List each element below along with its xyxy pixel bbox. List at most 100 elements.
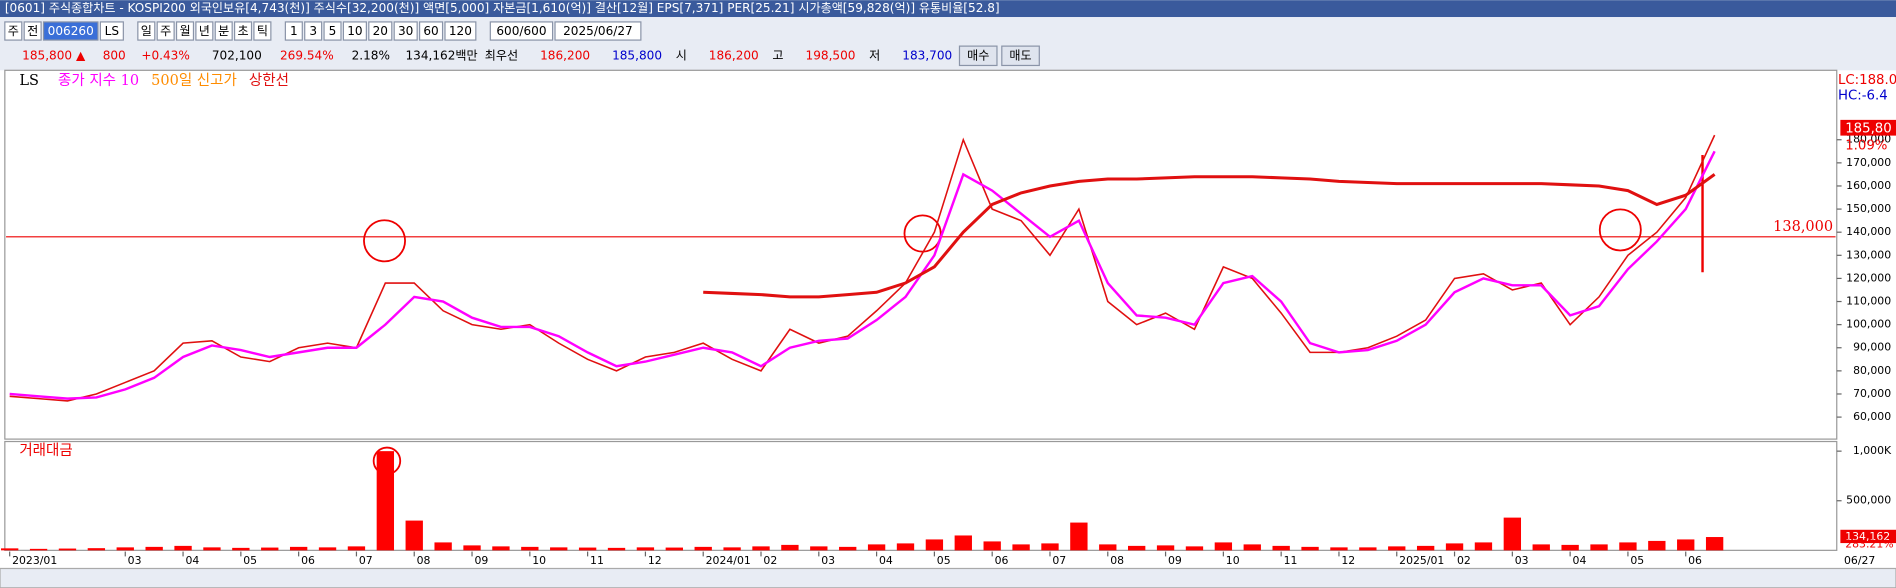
volume-bar: [145, 546, 163, 551]
volume-bar: [752, 546, 770, 551]
toolbar-button[interactable]: [233, 21, 253, 41]
y-tick-label: 80,000: [1853, 364, 1891, 377]
volume-bar: [1330, 547, 1348, 551]
toolbar-button[interactable]: [284, 21, 303, 41]
volume-bar: [839, 546, 857, 551]
toolbar-button[interactable]: [489, 21, 554, 41]
quote-value: 134,162백만: [405, 48, 477, 62]
x-tick-label: 03: [128, 554, 142, 567]
x-tick-label: 09: [1168, 554, 1182, 567]
y-tick-label: 160,000: [1846, 179, 1891, 192]
volume-bar: [1503, 517, 1522, 551]
x-tick-label: 10: [532, 554, 546, 567]
quote-value: 183,700: [902, 48, 952, 62]
order-button-label[interactable]: 매도: [1009, 48, 1031, 62]
volume-bar: [1272, 545, 1290, 551]
x-tick-label: 09: [474, 554, 488, 567]
price-label: 185,80: [1845, 121, 1892, 136]
volume-bar: [1677, 539, 1695, 551]
toolbar-button[interactable]: [368, 21, 393, 41]
toolbar-button[interactable]: [554, 21, 642, 41]
x-tick-label: 05: [1630, 554, 1644, 567]
volume-bar: [954, 535, 972, 551]
volume-bar: [1474, 542, 1493, 551]
volume-bar: [896, 543, 915, 551]
toolbar-button[interactable]: [99, 21, 124, 41]
y-tick-label: 100,000: [1846, 318, 1891, 331]
reference-label: 138,000: [1773, 219, 1833, 235]
x-tick-label: 12: [1341, 554, 1355, 567]
volume-bar: [1445, 543, 1464, 551]
toolbar-area: [0, 17, 1896, 71]
volume-bar: [550, 547, 568, 551]
x-tick-label: 02: [1457, 554, 1471, 567]
volume-bar: [463, 545, 481, 551]
legend-label: 상한선: [249, 72, 289, 89]
series-line: [9, 134, 1716, 402]
volume-bar: [347, 546, 366, 551]
toolbar-label: 60: [423, 24, 438, 38]
quote-value: 저: [869, 48, 880, 62]
x-tick-label: 2024/01: [706, 554, 751, 567]
x-tick-label: 02: [763, 554, 777, 567]
toolbar-button[interactable]: [444, 21, 477, 41]
toolbar-label: 120: [449, 24, 472, 38]
toolbar-button[interactable]: [137, 21, 156, 41]
x-end-label: 06/27: [1844, 554, 1875, 567]
toolbar-label: 전: [27, 24, 38, 38]
legend-label: 500일 신고가: [151, 72, 237, 89]
volume-bar: [1156, 545, 1175, 551]
toolbar-label: 월: [179, 24, 190, 38]
toolbar-label: 주: [8, 24, 19, 38]
toolbar-button[interactable]: [23, 21, 42, 41]
volume-bar: [1099, 544, 1117, 551]
scrollbar[interactable]: [0, 567, 1896, 588]
x-tick-label: 03: [821, 554, 835, 567]
y-tick-label: 180,000: [1846, 133, 1891, 146]
volume-bar: [405, 520, 423, 551]
toolbar-button[interactable]: [323, 21, 342, 41]
order-button-label[interactable]: 매수: [967, 48, 989, 62]
y-tick-label: 120,000: [1846, 271, 1891, 284]
toolbar-button[interactable]: [195, 21, 214, 41]
volume-bar: [174, 545, 192, 551]
volume-bar: [1561, 544, 1579, 551]
quote-value: 800: [103, 48, 126, 62]
toolbar-label: 2025/06/27: [563, 24, 633, 38]
volume-marker: [1840, 529, 1896, 544]
volume-bar: [1243, 544, 1261, 551]
toolbar-button[interactable]: [214, 21, 233, 41]
y-tick-label: 500,000: [1846, 494, 1891, 507]
quote-value: 2.18%: [352, 48, 390, 62]
toolbar-button[interactable]: [175, 21, 195, 41]
toolbar-button[interactable]: [156, 21, 175, 41]
order-button[interactable]: [1001, 45, 1040, 67]
volume-bar: [723, 547, 741, 551]
y-tick-label: 130,000: [1846, 248, 1891, 261]
window-title: [0601] 주식종합차트 - KOSPI200 외국인보유[4,743(천)]…: [5, 0, 1000, 15]
toolbar-button[interactable]: [342, 21, 367, 41]
toolbar-label: 10: [347, 24, 362, 38]
toolbar-button[interactable]: [393, 21, 418, 41]
x-tick-label: 04: [185, 554, 199, 567]
x-tick-label: 07: [359, 554, 373, 567]
toolbar-button[interactable]: [418, 21, 444, 41]
title-bar: [0, 0, 1896, 18]
toolbar-button[interactable]: [253, 21, 272, 41]
corner-label: HC:-6.4: [1838, 89, 1888, 104]
x-tick-label: 04: [1573, 554, 1587, 567]
toolbar-button[interactable]: [4, 21, 23, 41]
volume-bar: [925, 539, 944, 551]
toolbar-button[interactable]: [42, 21, 99, 41]
volume-bar: [781, 544, 799, 551]
volume-bar: [1416, 545, 1435, 551]
volume-bar: [1214, 542, 1233, 551]
toolbar-button[interactable]: [304, 21, 323, 41]
order-button[interactable]: [958, 45, 998, 67]
volume-bar: [1070, 522, 1088, 551]
quote-value: 198,500: [806, 48, 856, 62]
volume-value-label: 134,162: [1845, 530, 1890, 543]
volume-bar: [29, 548, 48, 551]
volume-bar: [58, 548, 77, 551]
